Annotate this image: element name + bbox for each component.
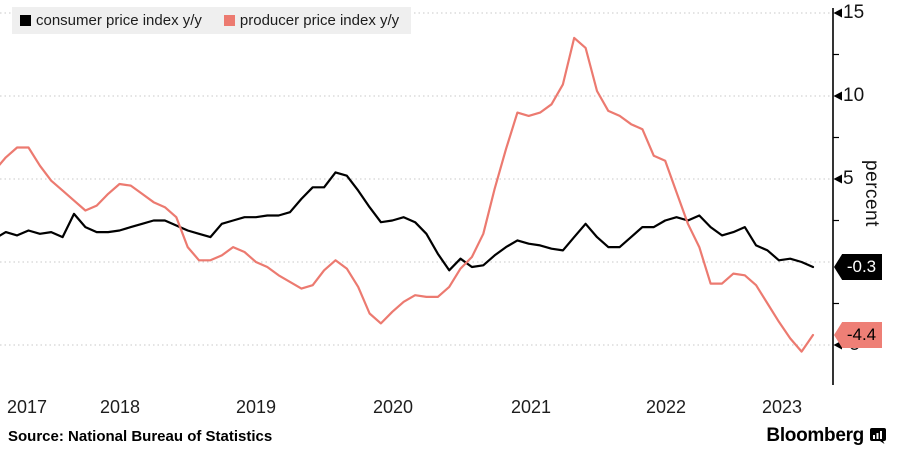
y-tick-label-5: 5 xyxy=(843,168,854,189)
legend: consumer price index y/y producer price … xyxy=(12,7,412,34)
legend-swatch-ppi xyxy=(223,15,235,26)
legend-swatch-cpi xyxy=(20,15,31,26)
legend-item-ppi: producer price index y/y xyxy=(223,12,400,29)
x-tick-label-2020: 2020 xyxy=(372,397,414,417)
ppi-line xyxy=(0,36,815,353)
x-tick-label-2022: 2022 xyxy=(645,397,687,417)
ppi-last-value-tag: -4.4 xyxy=(834,322,882,348)
y-tick-label-10: 10 xyxy=(843,85,865,106)
y-tick-label-15: 15 xyxy=(843,2,865,23)
x-tick-label-2021: 2021 xyxy=(510,397,552,417)
y-major-tick xyxy=(833,8,842,18)
bloomberg-wordmark: Bloomberg xyxy=(766,425,886,447)
x-tick-label-2017: 2017 xyxy=(6,397,48,417)
legend-label-ppi: producer price index y/y xyxy=(239,12,400,29)
cpi-line xyxy=(0,171,815,272)
cpi-last-value-tag: -0.3 xyxy=(834,254,882,280)
x-tick-label-2018: 2018 xyxy=(99,397,141,417)
x-tick-label-2019: 2019 xyxy=(235,397,277,417)
legend-label-cpi: consumer price index y/y xyxy=(36,12,202,29)
bloomberg-logo-icon xyxy=(870,428,886,444)
y-major-tick xyxy=(833,174,842,184)
y-axis-unit-label: percent xyxy=(861,160,882,227)
source-note: Source: National Bureau of Statistics xyxy=(8,428,273,445)
x-tick-label-2023: 2023 xyxy=(761,397,803,417)
bloomberg-text: Bloomberg xyxy=(766,425,864,446)
y-major-tick xyxy=(833,91,842,101)
legend-item-cpi: consumer price index y/y xyxy=(20,12,202,29)
